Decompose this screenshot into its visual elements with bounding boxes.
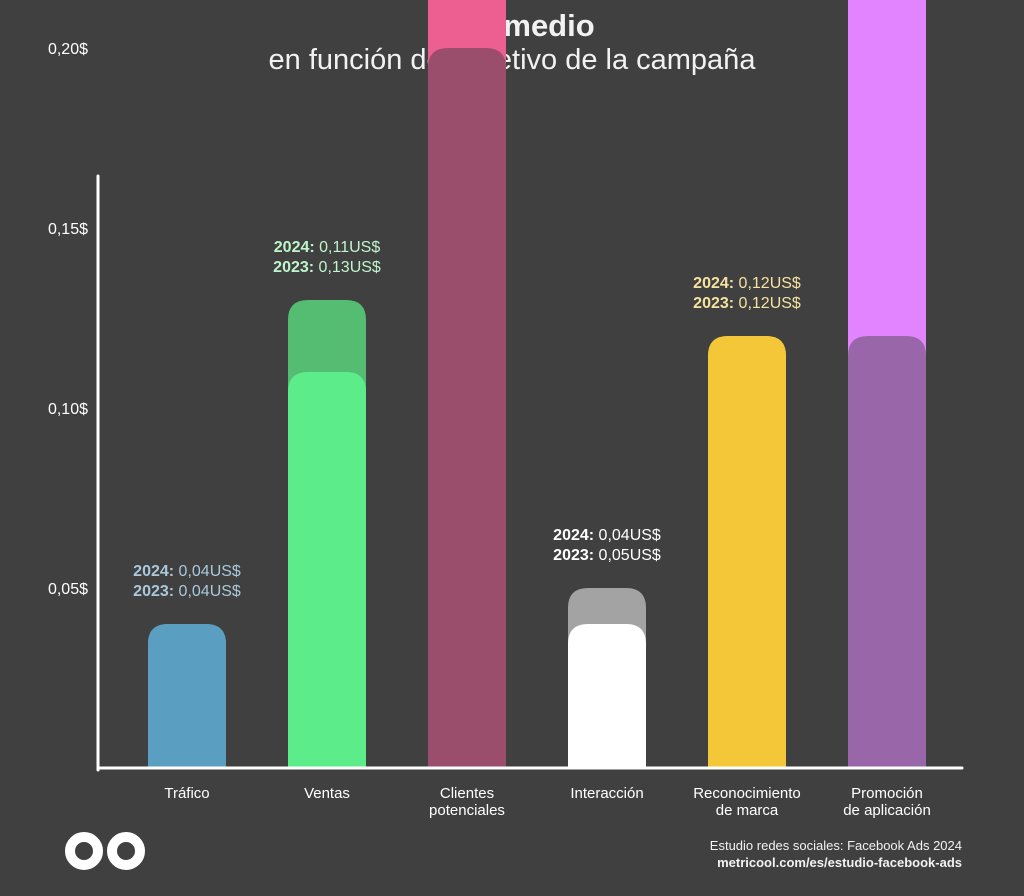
- x-tick-label-1: Ventas: [304, 785, 350, 802]
- footer-url[interactable]: metricool.com/es/estudio-facebook-ads: [717, 855, 962, 870]
- data-label-2024-3: 2024: 0,04US$: [553, 527, 661, 544]
- x-tick-label-4: Reconocimiento de marca: [693, 785, 801, 819]
- y-tick-label: 0,10$: [48, 401, 88, 418]
- x-tick-label-3: Interacción: [570, 785, 643, 802]
- bar-2024-4: [708, 336, 786, 768]
- bar-2024-3: [568, 624, 646, 768]
- x-tick-label-5: Promoción de aplicación: [843, 785, 931, 819]
- bar-2023-2: [428, 48, 506, 768]
- data-label-2023-1: 2023: 0,13US$: [273, 259, 381, 276]
- data-label-2023-0: 2023: 0,04US$: [133, 583, 241, 600]
- bar-2024-1: [288, 372, 366, 768]
- data-label-2024-1: 2024: 0,11US$: [274, 239, 381, 256]
- data-label-2023-3: 2023: 0,05US$: [553, 547, 661, 564]
- data-label-2024-0: 2024: 0,04US$: [133, 563, 241, 580]
- bar-2024-0: [148, 624, 226, 768]
- x-tick-label-2: Clientes potenciales: [429, 785, 505, 819]
- data-label-2023-4: 2023: 0,12US$: [693, 295, 801, 312]
- chart-subtitle: en función del objetivo de la campaña: [268, 44, 756, 76]
- data-label-2024-4: 2024: 0,12US$: [693, 275, 801, 292]
- x-tick-label-0: Tráfico: [164, 785, 209, 802]
- y-tick-label: 0,20$: [48, 41, 88, 58]
- footer-source: Estudio redes sociales: Facebook Ads 202…: [709, 838, 962, 853]
- bar-2023-5: [848, 336, 926, 768]
- y-tick-label: 0,05$: [48, 581, 88, 598]
- y-tick-label: 0,15$: [48, 221, 88, 238]
- infinity-icon: [65, 832, 145, 870]
